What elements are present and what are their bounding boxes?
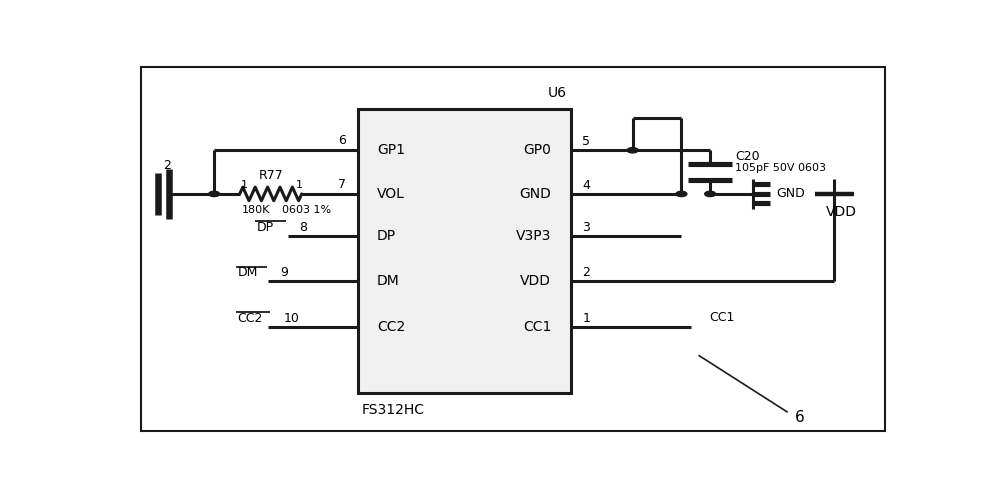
Text: 9: 9 [280,266,288,280]
Text: 6: 6 [338,134,346,147]
Text: VDD: VDD [826,205,857,219]
Text: GP1: GP1 [377,143,405,157]
FancyBboxPatch shape [358,108,571,393]
Text: 1: 1 [241,180,248,190]
Text: DM: DM [237,266,258,280]
Text: VOL: VOL [377,187,405,201]
Text: 8: 8 [299,221,307,234]
Text: 10: 10 [284,312,300,325]
Text: V3P3: V3P3 [516,229,551,243]
Text: U6: U6 [548,86,567,100]
Text: GP0: GP0 [523,143,551,157]
Text: VDD: VDD [520,274,551,288]
Text: DP: DP [257,221,274,234]
Text: DM: DM [377,274,400,288]
Text: 1: 1 [296,180,303,190]
Text: CC2: CC2 [377,320,405,334]
Text: 3: 3 [582,221,590,234]
Text: CC2: CC2 [237,312,263,325]
Text: GND: GND [519,187,551,201]
Text: 180K: 180K [242,205,270,215]
Text: 2: 2 [163,159,171,172]
Text: 2: 2 [582,266,590,280]
Text: DP: DP [377,229,396,243]
Text: 4: 4 [582,179,590,192]
Text: 0603 1%: 0603 1% [282,205,331,215]
Text: CC1: CC1 [709,311,734,324]
Circle shape [676,191,687,197]
Text: FS312HC: FS312HC [361,403,424,417]
Text: CC1: CC1 [523,320,551,334]
Text: 105pF 50V 0603: 105pF 50V 0603 [735,163,826,174]
Circle shape [627,147,638,153]
FancyBboxPatch shape [140,67,885,431]
Text: R77: R77 [258,169,283,182]
Circle shape [209,191,220,197]
Text: 1: 1 [582,312,590,325]
Text: C20: C20 [735,150,760,163]
Text: 7: 7 [338,178,346,191]
Text: GND: GND [776,187,805,201]
Text: 5: 5 [582,136,590,148]
Text: 6: 6 [794,410,804,425]
Circle shape [705,191,716,197]
